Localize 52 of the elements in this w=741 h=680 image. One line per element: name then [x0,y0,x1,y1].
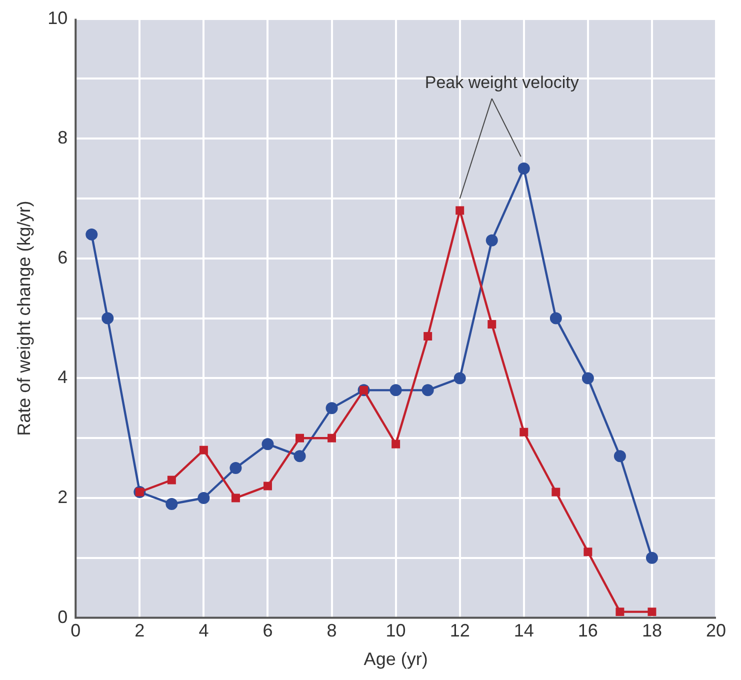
x-tick-label: 18 [642,620,662,641]
point [486,234,498,246]
point [648,608,656,616]
point [454,372,466,384]
point [198,492,210,504]
point [614,450,626,462]
point [326,402,338,414]
x-tick-label: 20 [706,620,726,641]
point [488,320,496,329]
x-tick-label: 16 [578,620,598,641]
point [167,476,176,484]
point [584,548,592,556]
point [102,312,114,324]
y-tick-label: 2 [58,486,68,507]
x-tick-label: 10 [386,620,406,641]
x-tick-label: 6 [262,620,273,641]
point [294,450,306,462]
point [199,446,208,454]
x-tick-label: 2 [134,620,145,641]
point [456,206,464,215]
x-tick-label: 8 [326,620,337,641]
point [166,498,178,510]
point [520,428,528,436]
point [550,312,562,324]
point [263,482,272,490]
y-tick-label: 4 [58,367,68,388]
point [86,228,98,240]
point [296,434,304,442]
point [552,488,560,496]
x-axis-title: Age (yr) [364,649,428,670]
x-tick-label: 4 [198,620,209,641]
point [230,462,242,474]
y-tick-label: 6 [58,247,68,268]
point [390,384,402,396]
annotation: Peak weight velocity [424,73,580,92]
point [392,440,400,448]
y-tick-label: 10 [48,8,68,28]
x-tick-label: 0 [70,620,81,641]
y-tick-label: 0 [58,606,68,627]
point [616,608,624,616]
x-tick-label: 12 [450,620,470,641]
point [328,434,336,442]
point [231,494,240,502]
point [424,332,432,341]
y-axis-title: Rate of weight change (kg/yr) [14,200,34,436]
point [646,552,658,564]
point [262,438,274,450]
x-tick-label: 14 [514,620,534,641]
point [518,162,530,175]
y-tick-label: 8 [58,128,68,148]
point [582,372,594,384]
point [422,384,434,396]
